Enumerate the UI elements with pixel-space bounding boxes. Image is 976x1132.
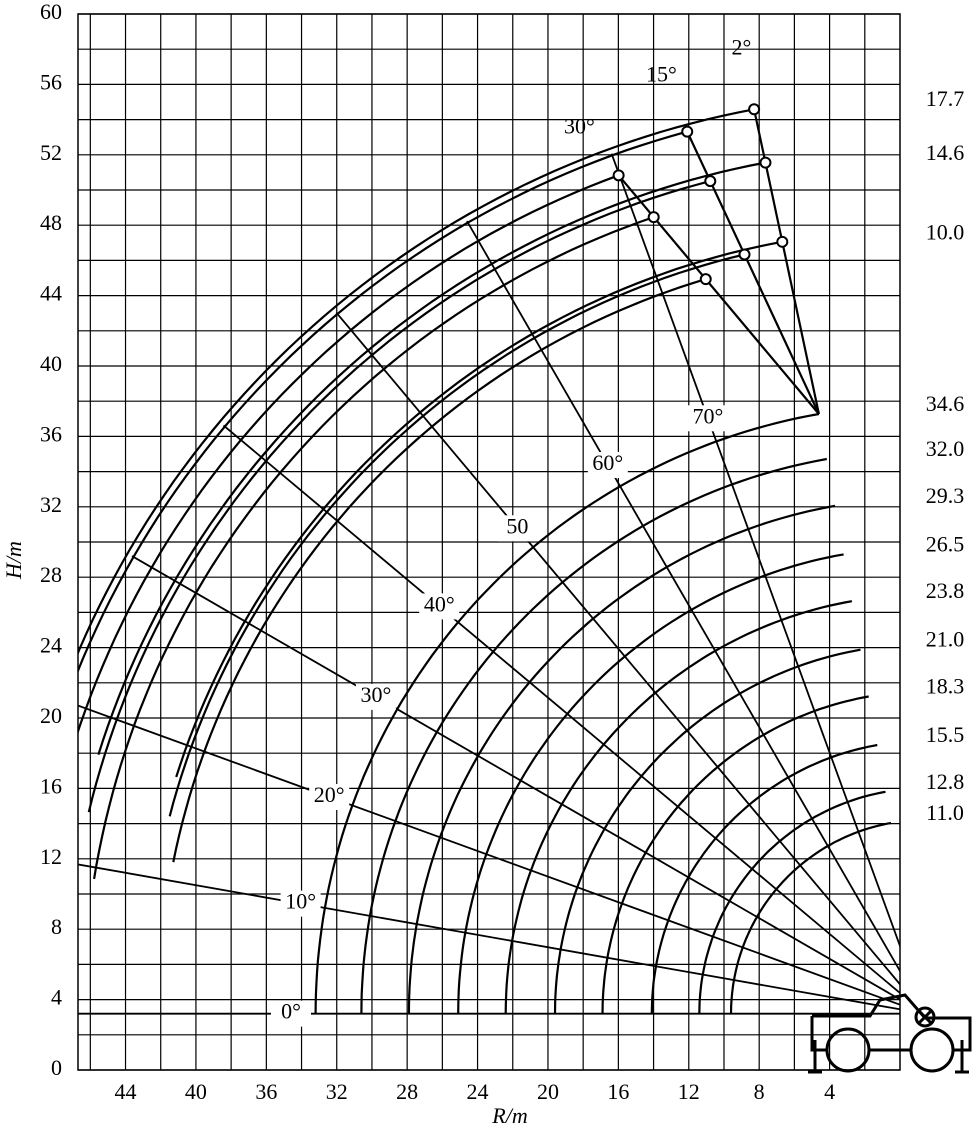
jib-curve: [93, 216, 655, 880]
x-tick-label: 28: [396, 1079, 418, 1104]
y-tick-label: 52: [40, 140, 62, 165]
boom-length-label: 34.6: [926, 391, 965, 416]
angle-label-bg: [587, 451, 628, 478]
jib-tip-marker: [704, 175, 717, 188]
x-tick-label: 12: [678, 1079, 700, 1104]
angle-label-bg: [355, 683, 396, 710]
boom-angle-ray: [335, 312, 900, 986]
boom-angle-ray: [466, 220, 900, 973]
x-tick-label: 8: [754, 1079, 765, 1104]
boom-angle-ray: [610, 153, 900, 949]
boom-length-label: 12.8: [926, 769, 965, 794]
boom-angle-label: 50: [506, 513, 528, 538]
jib-tip-marker: [738, 248, 751, 261]
boom-angle-label: 30°: [360, 682, 391, 707]
x-tick-label: 44: [115, 1079, 137, 1104]
angle-label-bg: [270, 1000, 311, 1027]
boom-angle-label: 10°: [285, 889, 316, 914]
boom-length-label: 15.5: [926, 722, 965, 747]
y-tick-label: 4: [51, 985, 62, 1010]
curves: [78, 108, 900, 1015]
x-tick-label: 40: [185, 1079, 207, 1104]
boom-angle-label: 60°: [592, 450, 623, 475]
jib-curve: [172, 278, 707, 863]
y-tick-label: 32: [40, 492, 62, 517]
boom-length-label: 23.8: [926, 578, 965, 603]
jib-curve: [97, 161, 766, 756]
y-tick-label: 20: [40, 703, 62, 728]
crane-truck: [808, 993, 972, 1074]
boom-length-label: 32.0: [926, 436, 965, 461]
y-tick-label: 56: [40, 69, 62, 94]
y-tick-label: 40: [40, 351, 62, 376]
jib-offset-label: 2°: [732, 35, 752, 60]
jib-length-label: 14.6: [926, 140, 965, 165]
y-tick-label: 28: [40, 562, 62, 587]
boom-angle-label: 0°: [281, 999, 301, 1024]
jib-offset-label: 30°: [564, 114, 595, 139]
jib-tip-marker: [647, 211, 660, 224]
boom-angle-label: 40°: [424, 591, 455, 616]
boom-angle-label: 70°: [693, 403, 724, 428]
jib-tip-marker: [681, 125, 694, 138]
y-axis-label: H/m: [1, 541, 26, 580]
angle-label-bg: [309, 783, 350, 810]
boom-length-label: 29.3: [926, 483, 965, 508]
boom-length-label: 18.3: [926, 674, 965, 699]
y-tick-label: 12: [40, 844, 62, 869]
boom-angle-ray: [78, 863, 900, 1011]
y-tick-label: 8: [51, 914, 62, 939]
y-tick-label: 60: [40, 0, 62, 24]
jib-curve: [78, 174, 619, 735]
x-tick-label: 20: [537, 1079, 559, 1104]
jib-length-label: 17.7: [926, 86, 965, 111]
jib-curve: [87, 180, 711, 813]
jib-offset-label: 15°: [646, 61, 677, 86]
y-tick-label: 36: [40, 421, 62, 446]
y-tick-label: 48: [40, 210, 62, 235]
jib-tip-marker: [759, 156, 772, 169]
jib-offset-line: [686, 131, 820, 415]
x-tick-label: 32: [326, 1079, 348, 1104]
boom-angle-ray: [78, 704, 900, 1006]
boom-length-label: 21.0: [926, 627, 965, 652]
boom-angle-ray: [222, 424, 900, 995]
jib-offset-line: [617, 174, 820, 415]
boom-angle-label: 20°: [314, 782, 345, 807]
jib-tip-marker: [776, 235, 789, 248]
jib-curve: [175, 240, 783, 778]
grid: [77, 13, 901, 1071]
boom-length-label: 26.5: [926, 531, 965, 556]
jib-tip-marker: [612, 169, 625, 182]
angle-label-bg: [419, 593, 460, 620]
y-tick-label: 44: [40, 281, 62, 306]
boom-angle-ray: [131, 555, 900, 1001]
y-tick-label: 16: [40, 773, 62, 798]
y-tick-label: 0: [51, 1055, 62, 1080]
x-tick-label: 36: [255, 1079, 277, 1104]
boom-length-label: 11.0: [926, 800, 964, 825]
jib-curve: [168, 253, 745, 817]
x-tick-label: 16: [607, 1079, 629, 1104]
x-axis-label: R/m: [491, 1103, 527, 1128]
jib-tip-marker: [699, 273, 712, 286]
angle-label-bg: [497, 515, 538, 542]
jib-tip-marker: [748, 103, 761, 116]
jib-curve: [78, 108, 755, 656]
angle-label-bg: [280, 890, 321, 917]
angle-label-bg: [687, 405, 728, 432]
y-tick-label: 24: [40, 633, 62, 658]
jib-curve: [78, 130, 688, 674]
x-tick-label: 4: [824, 1079, 835, 1104]
jib-length-label: 10.0: [926, 220, 965, 245]
x-tick-label: 24: [467, 1079, 489, 1104]
